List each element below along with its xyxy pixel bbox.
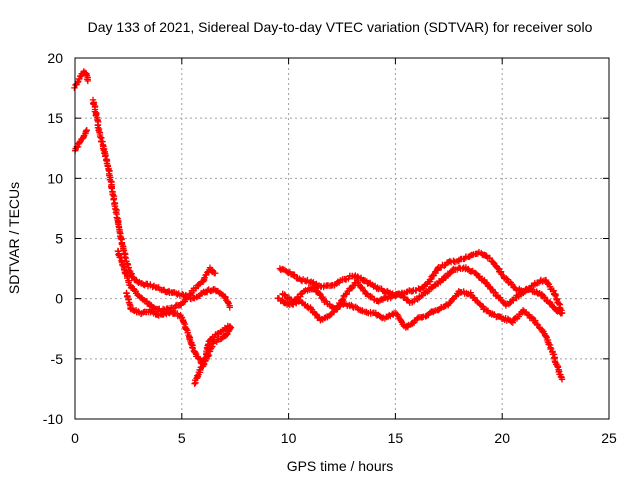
data-point <box>125 296 132 303</box>
y-tick-label: 20 <box>47 50 63 66</box>
y-axis-label: SDTVAR / TECUs <box>6 182 22 294</box>
data-point <box>212 270 219 277</box>
data-point <box>227 324 235 331</box>
data-point <box>71 84 78 92</box>
x-tick-label: 0 <box>71 430 79 446</box>
data-point <box>226 304 233 311</box>
series-trace-low-start <box>71 127 90 154</box>
data-point <box>83 127 90 134</box>
x-tick-label: 5 <box>178 430 186 446</box>
data-point <box>188 341 195 348</box>
data-point <box>524 311 531 318</box>
data-point <box>509 319 516 326</box>
data-point <box>226 325 234 332</box>
x-tick-label: 10 <box>281 430 297 446</box>
x-tick-label: 25 <box>601 430 617 446</box>
data-point <box>102 153 109 160</box>
data-point <box>95 128 103 136</box>
data-point <box>358 284 365 291</box>
series-trace-D <box>191 324 235 387</box>
x-axis-label: GPS time / hours <box>287 458 394 474</box>
data-point <box>84 77 92 85</box>
data-point <box>388 293 396 300</box>
data-point <box>180 319 187 326</box>
data-point <box>117 253 124 261</box>
data-point <box>552 292 559 299</box>
data-point <box>435 278 443 285</box>
data-point <box>558 309 566 317</box>
y-tick-label: 5 <box>55 231 63 247</box>
data-point <box>109 191 117 199</box>
y-tick-label: -10 <box>43 411 63 427</box>
data-point <box>204 353 212 360</box>
y-tick-label: 15 <box>47 110 63 126</box>
data-point <box>281 291 288 298</box>
grid-lines <box>75 58 609 419</box>
data-point <box>123 289 130 297</box>
data-point <box>189 344 196 352</box>
data-point <box>301 288 308 295</box>
x-tick-label: 15 <box>388 430 404 446</box>
data-point <box>96 133 104 141</box>
data-point <box>539 278 546 285</box>
data-point <box>367 292 374 300</box>
data-point <box>117 235 124 242</box>
data-point <box>558 376 566 383</box>
y-tick-label: 10 <box>47 170 63 186</box>
data-point <box>397 317 405 325</box>
y-tick-label: 0 <box>55 291 63 307</box>
x-tick-label: 20 <box>494 430 510 446</box>
y-tick-label: -5 <box>51 351 64 367</box>
data-point <box>192 349 199 357</box>
chart-title: Day 133 of 2021, Sidereal Day-to-day VTE… <box>88 19 593 35</box>
data-series <box>71 68 566 387</box>
axes: 0 5 10 15 20 25 -10 -5 0 5 10 15 20 <box>43 50 617 446</box>
